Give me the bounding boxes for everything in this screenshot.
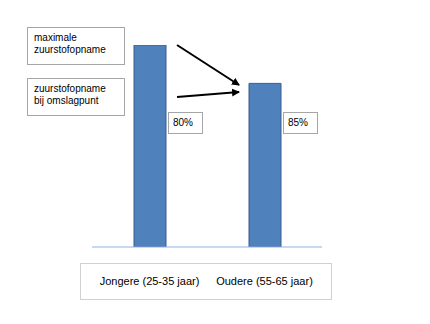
svg-text:Oudere (55-65 jaar): Oudere (55-65 jaar) <box>216 275 313 287</box>
html-text:85%: 85% <box>288 117 308 128</box>
svg-text:Jongere (25-35 jaar): Jongere (25-35 jaar) <box>100 275 200 287</box>
html-text:80%: 80% <box>173 117 193 128</box>
html-text:maximale zuurstofopname: maximale zuurstofopname <box>34 32 106 55</box>
html-text:zuurstofopname bij omslagpunt: zuurstofopname bij omslagpunt <box>34 83 106 106</box>
